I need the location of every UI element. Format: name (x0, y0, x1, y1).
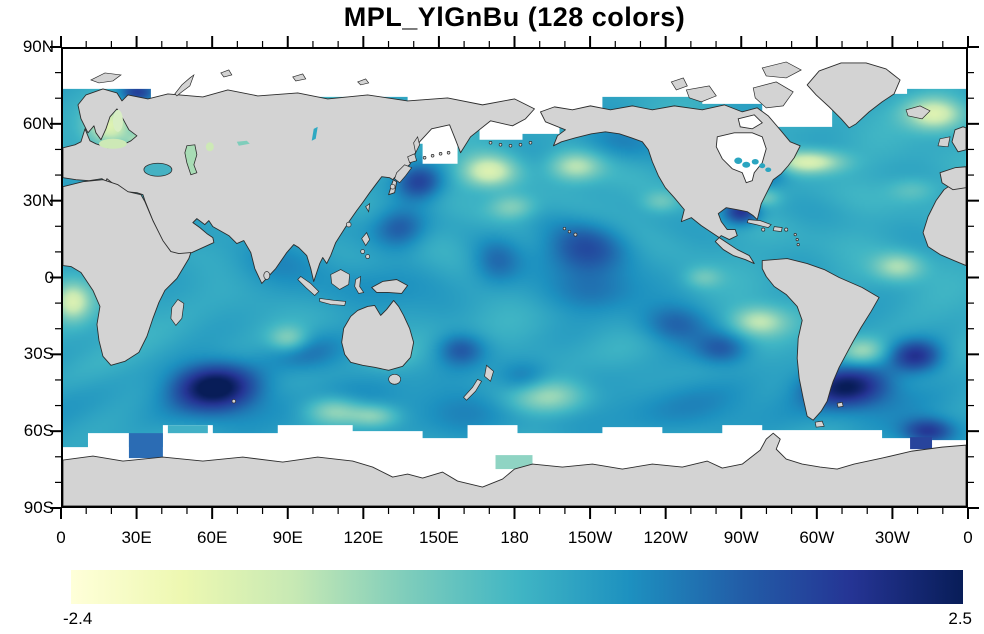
banks-island (670, 77, 688, 91)
x-tick-label: 150E (419, 528, 459, 547)
novaya-zemlya-island (174, 73, 195, 97)
honshu-island (394, 164, 413, 184)
antarctic-data-patch (910, 437, 933, 450)
iceland-island (905, 105, 931, 120)
x-tick-label: 30E (121, 528, 152, 547)
wrangel-island (357, 78, 370, 86)
map-overlay (63, 49, 966, 506)
sakhalin-island (413, 135, 420, 154)
colorbar (71, 570, 963, 604)
victoria-island (685, 85, 717, 103)
x-tick-label: 0 (963, 528, 973, 547)
greenland-landmass (806, 62, 901, 129)
new-zealand-south-island (463, 378, 483, 401)
hudson-bay-missing-data (715, 132, 767, 184)
map-plot-area (61, 47, 968, 508)
puerto-rico-island (784, 227, 789, 232)
ireland-island (937, 136, 951, 148)
hokkaido-island (407, 153, 418, 164)
x-tick-label: 120W (643, 528, 688, 547)
kyushu-island (389, 183, 396, 190)
y-tick-label: 0 (44, 267, 54, 287)
colorbar-min-label: -2.4 (63, 609, 93, 628)
new-siberian-islands (292, 73, 307, 82)
hawaii-islands (562, 226, 578, 237)
iberia-landmass (939, 166, 966, 191)
sulawesi-island (354, 275, 365, 294)
x-tick-label: 0 (56, 528, 66, 547)
y-tick-label: 60N (22, 113, 54, 133)
colorbar-max-label: 2.5 (948, 609, 972, 628)
antarctic-data-patch (128, 433, 163, 459)
sri-lanka-island (263, 271, 271, 280)
x-tick-label: 90W (723, 528, 759, 547)
x-tick-label: 180 (500, 528, 529, 547)
ross-sea-data-patch (495, 455, 533, 470)
tierra-del-fuego-island (814, 420, 825, 428)
australia-landmass (341, 300, 415, 371)
lake-baikal (311, 126, 318, 141)
gulf-of-bothnia (112, 109, 123, 132)
java-island (319, 298, 347, 306)
x-tick-label: 150W (567, 528, 613, 547)
black-sea (143, 162, 173, 177)
baffin-island (752, 81, 794, 109)
great-britain-island (951, 126, 966, 153)
ellesmere-island (761, 61, 802, 79)
lake-balkhash (236, 140, 250, 146)
hainan-island (345, 221, 352, 228)
kerguelen-island (231, 399, 236, 404)
aleutian-islands (488, 141, 533, 148)
svalbard-island (90, 72, 122, 84)
falkland-islands (836, 401, 844, 408)
severnaya-zemlya-island (220, 69, 233, 78)
lesser-antilles-islands (793, 233, 800, 247)
y-tick-label: 60S (23, 421, 54, 441)
borneo-island (330, 269, 351, 290)
africa-landmass-west-wrap (922, 182, 966, 266)
africa-landmass-east (63, 179, 192, 366)
x-tick-label: 60E (197, 528, 228, 547)
philippines-islands (361, 231, 371, 247)
philippines-islet (360, 249, 366, 254)
plot-title: MPL_YlGnBu (128 colors) (343, 2, 686, 32)
south-america-landmass (761, 258, 880, 421)
antarctic-data-patch (167, 425, 208, 434)
x-tick-label: 120E (343, 528, 384, 547)
sumatra-island (297, 276, 320, 296)
aral-sea (205, 142, 214, 152)
hispaniola-island (772, 226, 783, 232)
new-zealand-north-island (484, 364, 494, 382)
philippines-islet (365, 254, 371, 259)
y-tick-label: 90S (23, 498, 54, 517)
foxe-basin-missing-data (737, 114, 763, 130)
taiwan-island (365, 202, 371, 213)
caspian-sea (184, 144, 198, 176)
new-guinea-island (371, 279, 409, 294)
jamaica-island (761, 227, 766, 232)
great-lakes (734, 157, 772, 173)
x-tick-label: 60W (799, 528, 835, 547)
y-tick-label: 30S (23, 344, 54, 364)
madagascar-island (170, 298, 185, 326)
baltic-sea (98, 138, 127, 149)
kuril-islands (422, 151, 451, 160)
y-tick-label: 30N (22, 190, 54, 210)
tasmania-island (388, 373, 401, 385)
x-tick-label: 30W (874, 528, 910, 547)
x-tick-label: 90E (272, 528, 303, 547)
y-tick-label: 90N (22, 37, 54, 56)
eurasia-landmass (63, 88, 535, 284)
cuba-island (746, 219, 772, 228)
north-america-landmass (540, 104, 801, 264)
antarctica-landmass (63, 432, 966, 506)
